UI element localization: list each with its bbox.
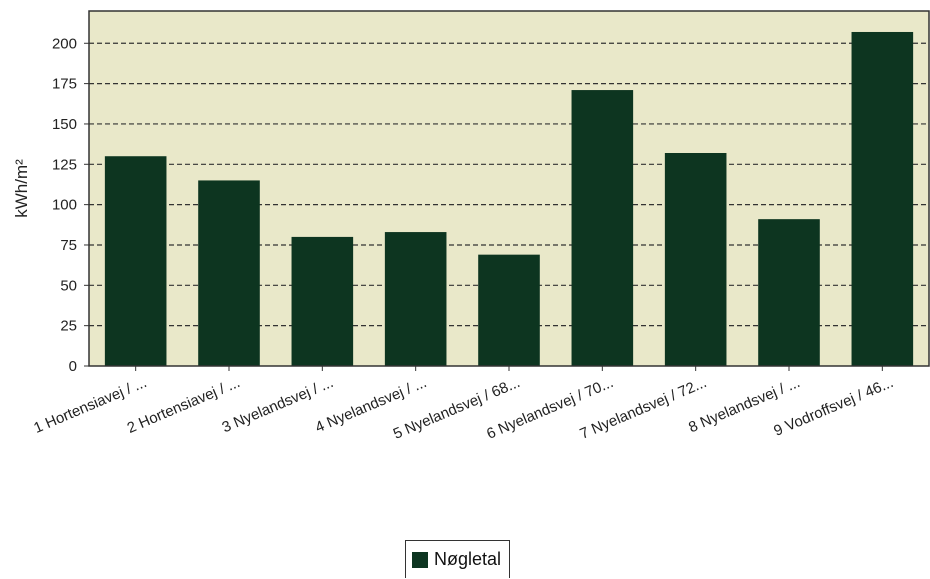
y-tick-label: 150 [52,116,77,133]
bar [664,153,727,366]
bar [571,90,634,367]
bars [104,31,914,367]
bar [851,31,914,367]
y-tick-label: 75 [60,237,77,254]
y-tick-label: 25 [60,318,77,335]
y-tick-label: 200 [52,35,77,52]
y-tick-label: 50 [60,277,77,294]
y-tick-label: 125 [52,156,77,173]
bar [291,236,354,366]
y-tick-label: 175 [52,76,77,93]
bar [478,254,540,366]
x-axis-ticks: 1 Hortensiavej / ...2 Hortensiavej / ...… [31,366,896,443]
y-axis-label: kWh/m² [12,159,31,218]
legend-swatch [412,551,428,568]
legend-label: Nøgletal [434,549,502,569]
bar [758,219,820,366]
bar [384,232,447,366]
y-tick-label: 0 [69,358,77,375]
plot-border [88,10,930,367]
bar [104,156,167,366]
bar [198,180,260,366]
y-tick-label: 100 [52,197,77,214]
legend: Nøgletal [405,540,511,578]
y-axis-ticks: 0 25 50 75 100 125 150 175 200 [52,35,89,375]
